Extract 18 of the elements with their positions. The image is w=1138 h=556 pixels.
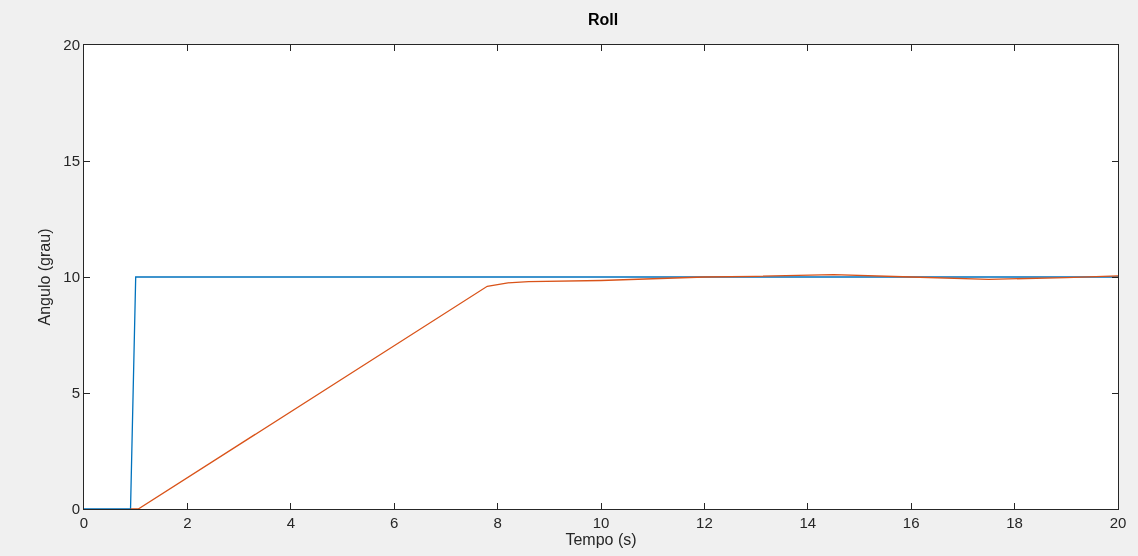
x-tick-label: 4 bbox=[286, 514, 295, 531]
y-tick-label: 10 bbox=[63, 268, 80, 286]
y-tick-label: 15 bbox=[63, 152, 80, 170]
y-tick-label: 0 bbox=[71, 500, 80, 518]
x-tick-label: 18 bbox=[1006, 514, 1023, 531]
x-tick-label: 2 bbox=[183, 514, 192, 531]
x-tick-label: 20 bbox=[1109, 514, 1127, 531]
x-tick-label: 14 bbox=[799, 514, 817, 531]
y-axis-title: Angulo (grau) bbox=[36, 228, 54, 326]
x-tick-label: 6 bbox=[390, 514, 399, 531]
x-axis-title: Tempo (s) bbox=[565, 531, 637, 548]
chart-title: Roll bbox=[588, 11, 619, 29]
x-tick-label: 12 bbox=[696, 514, 713, 531]
x-tick-label: 16 bbox=[902, 514, 920, 531]
x-tick-label: 8 bbox=[493, 514, 502, 531]
x-tick-label: 10 bbox=[592, 514, 610, 531]
y-tick-label: 5 bbox=[71, 384, 80, 402]
y-tick-label: 20 bbox=[63, 36, 80, 54]
